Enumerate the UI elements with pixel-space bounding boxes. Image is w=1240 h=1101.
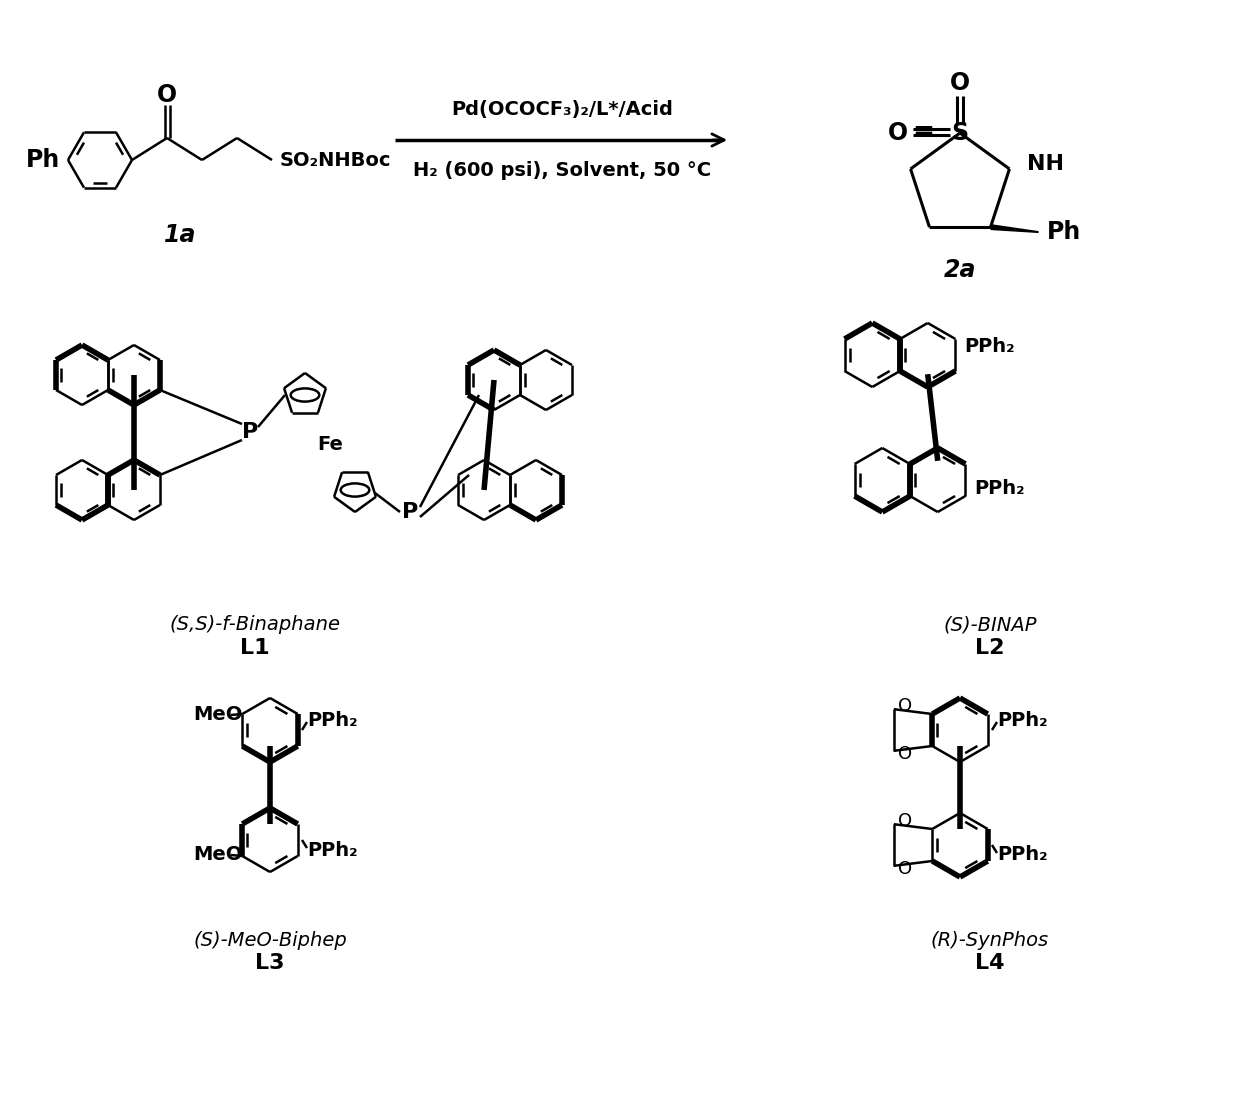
Text: Pd(OCOCF₃)₂/L*/Acid: Pd(OCOCF₃)₂/L*/Acid [451, 100, 673, 120]
Text: O: O [898, 697, 913, 715]
Text: PPh₂: PPh₂ [965, 338, 1016, 357]
Text: =: = [911, 119, 934, 145]
Text: O: O [888, 121, 908, 145]
Text: O: O [157, 83, 177, 107]
Text: Ph: Ph [1047, 220, 1081, 244]
Text: O: O [898, 860, 913, 879]
Text: PPh₂: PPh₂ [997, 846, 1048, 864]
Text: H₂ (600 psi), Solvent, 50 °C: H₂ (600 psi), Solvent, 50 °C [413, 161, 711, 179]
Text: PPh₂: PPh₂ [308, 840, 357, 860]
Text: Ph: Ph [26, 148, 60, 172]
Text: O: O [898, 745, 913, 763]
Text: PPh₂: PPh₂ [975, 479, 1025, 498]
Text: (S)-BINAP: (S)-BINAP [944, 615, 1037, 634]
Text: MeO: MeO [193, 706, 242, 724]
Text: 2a: 2a [944, 258, 976, 282]
Text: P: P [402, 502, 418, 522]
Text: (S,S)-f-Binaphane: (S,S)-f-Binaphane [170, 615, 341, 634]
Text: L1: L1 [241, 637, 270, 658]
Text: S: S [951, 121, 968, 145]
Text: Fe: Fe [317, 436, 343, 455]
Text: SO₂NHBoc: SO₂NHBoc [280, 151, 392, 170]
Text: O: O [950, 70, 970, 95]
Text: PPh₂: PPh₂ [997, 710, 1048, 730]
Text: (S)-MeO-Biphep: (S)-MeO-Biphep [193, 930, 347, 949]
Text: L2: L2 [975, 637, 1004, 658]
Text: PPh₂: PPh₂ [308, 710, 357, 730]
Text: O: O [898, 811, 913, 829]
Polygon shape [991, 225, 1039, 233]
Text: L4: L4 [975, 953, 1004, 973]
Text: 1a: 1a [164, 224, 196, 247]
Text: MeO: MeO [193, 846, 242, 864]
Text: L3: L3 [255, 953, 285, 973]
Text: P: P [242, 422, 258, 442]
Text: (R)-SynPhos: (R)-SynPhos [931, 930, 1049, 949]
Text: NH: NH [1028, 154, 1064, 174]
